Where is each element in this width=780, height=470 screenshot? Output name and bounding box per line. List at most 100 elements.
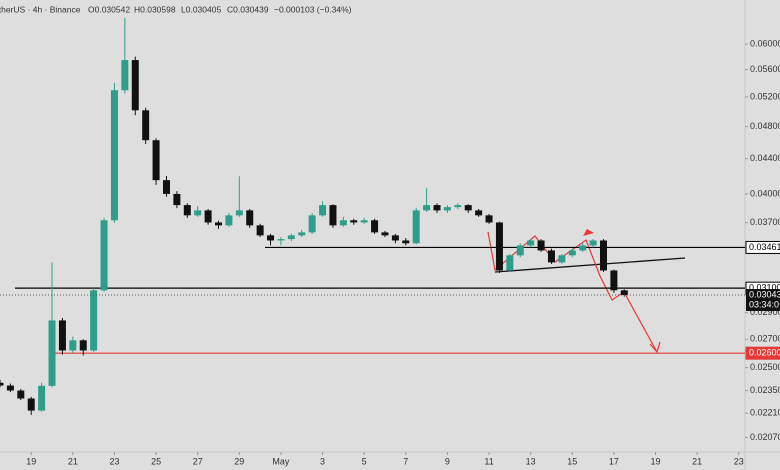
candle-body [256, 225, 264, 236]
candle-body [90, 290, 98, 351]
header-change: −0.000103 (−0.34%) [274, 4, 352, 14]
candle-body [277, 239, 285, 241]
candle-body [381, 232, 389, 236]
x-tick-label: 21 [692, 456, 702, 466]
candle-body [558, 255, 566, 263]
trend-line [494, 257, 686, 273]
candle-body [121, 60, 129, 91]
y-tick-label: 0.02070 [750, 432, 780, 442]
candle-body [194, 210, 202, 216]
candle-body [100, 220, 108, 291]
candle-body [17, 390, 25, 399]
header-symbol: etherUS · 4h · Binance [0, 4, 81, 14]
y-tick-label: 0.04800 [750, 121, 780, 131]
x-tick-label: 13 [526, 456, 536, 466]
candle-body [38, 385, 46, 411]
header-close: C0.030439 [227, 4, 269, 14]
candle-body [246, 210, 254, 226]
candle-body [287, 235, 295, 240]
candle-body [267, 235, 275, 241]
candle-body [391, 235, 399, 241]
candle-body [298, 232, 306, 236]
candle-body [537, 240, 545, 251]
candle-body [620, 290, 628, 296]
candle-body [215, 222, 223, 226]
candle-body [527, 240, 535, 246]
arrow-head [649, 341, 661, 354]
x-tick-label: 17 [609, 456, 619, 466]
x-tick-label: 27 [193, 456, 203, 466]
x-tick-label: 9 [445, 456, 450, 466]
candle-body [475, 210, 483, 216]
candle-body [433, 205, 441, 211]
candle-body [506, 255, 514, 271]
candle-body [110, 90, 118, 221]
candle-body [516, 245, 524, 256]
header-high: H0.030598 [134, 4, 176, 14]
x-tick-label: 15 [567, 456, 577, 466]
marker-flag [583, 229, 594, 236]
candle-body [402, 240, 410, 244]
y-tick-label: 0.02700 [750, 334, 780, 344]
candle-body [423, 205, 431, 211]
candle-body [371, 220, 379, 233]
candle-body [412, 210, 420, 244]
candle-body [48, 320, 56, 386]
x-tick-label: 29 [234, 456, 244, 466]
x-tick-label: 23 [109, 456, 119, 466]
candle-body [547, 250, 555, 263]
candle-body [319, 205, 327, 216]
candle-body [339, 220, 347, 226]
candle-body [308, 215, 316, 233]
candle-body [225, 215, 233, 226]
candle-body [485, 215, 493, 223]
y-tick-label: 0.03700 [750, 217, 780, 227]
candle-body [443, 207, 451, 211]
candle-body [454, 205, 462, 208]
x-tick-label: May [272, 456, 290, 466]
candle-body [589, 240, 597, 246]
level-label: 0.03100 [749, 283, 780, 293]
x-tick-label: 19 [651, 456, 661, 466]
y-tick-label: 0.02900 [750, 307, 780, 317]
candle-body [162, 180, 170, 194]
y-tick-label: 0.06000 [750, 38, 780, 48]
header-open: O0.030542 [88, 4, 130, 14]
candle-body [58, 320, 66, 351]
candle-body [142, 110, 150, 141]
y-tick-label: 0.04400 [750, 153, 780, 163]
x-tick-label: 23 [734, 456, 744, 466]
candle-body [152, 140, 160, 181]
candle-body [0, 382, 4, 386]
candle-body [329, 205, 337, 226]
header-low: L0.030405 [181, 4, 221, 14]
candle-body [350, 220, 358, 223]
candle-body [610, 270, 618, 291]
x-tick-label: 11 [484, 456, 493, 466]
x-tick-label: 19 [26, 456, 36, 466]
y-tick-label: 0.04000 [750, 188, 780, 198]
candle-body [131, 60, 139, 111]
candle-body [599, 240, 607, 271]
candle-body [79, 340, 87, 351]
candle-body [464, 205, 472, 211]
level-label: 0.02600 [749, 348, 780, 358]
x-tick-label: 5 [362, 456, 367, 466]
y-tick-label: 0.02350 [750, 385, 780, 395]
level-label: 0.03461 [749, 242, 780, 252]
candle-body [235, 210, 243, 216]
last-price-label: 0.03043 [749, 289, 780, 299]
level-label-box [745, 346, 780, 360]
x-tick-label: 3 [320, 456, 325, 466]
candle-body [568, 250, 576, 256]
candle-body [360, 220, 368, 223]
y-tick-label: 0.05600 [750, 64, 780, 74]
candle-body [173, 193, 181, 206]
candle-body [579, 245, 587, 251]
candle-body [495, 222, 503, 271]
level-label-box [745, 240, 780, 254]
y-tick-label: 0.05200 [750, 91, 780, 101]
x-tick-label: 25 [151, 456, 161, 466]
x-tick-label: 7 [403, 456, 408, 466]
